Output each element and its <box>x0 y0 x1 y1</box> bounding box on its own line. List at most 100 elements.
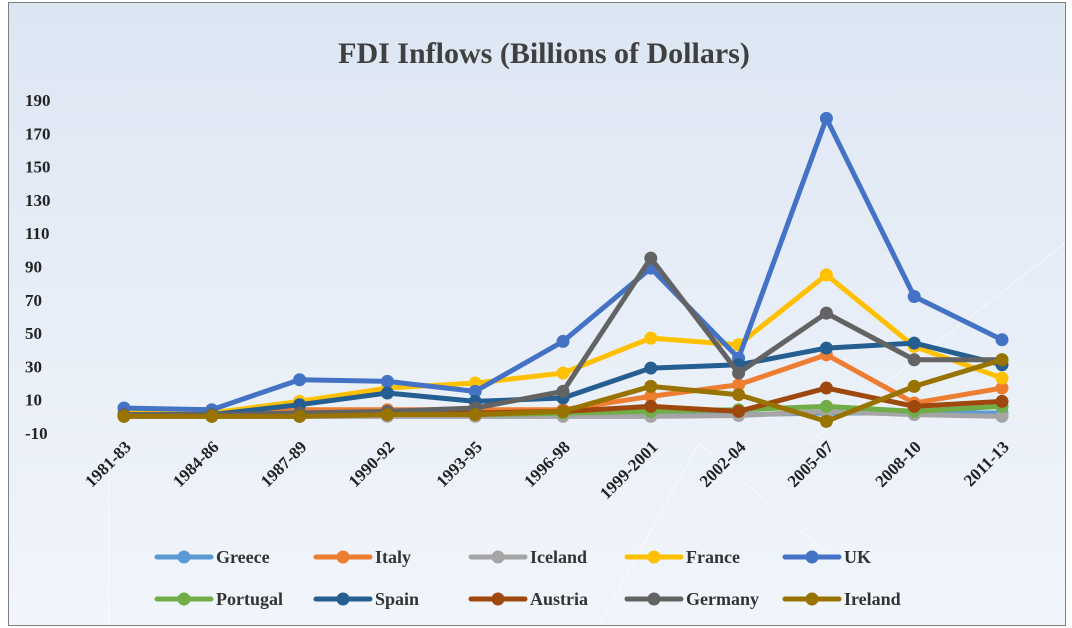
y-tick-label: 90 <box>25 258 42 277</box>
legend-swatch-marker <box>491 592 505 606</box>
y-tick-label: 30 <box>25 357 42 376</box>
y-tick-label: 130 <box>25 191 51 210</box>
data-point <box>732 404 746 418</box>
x-tick-label: 1984-86 <box>169 437 223 491</box>
data-point <box>907 399 921 413</box>
legend-item-austria: Austria <box>468 589 588 609</box>
x-tick-label: 1987-89 <box>257 437 311 491</box>
legend-label: Ireland <box>844 589 901 609</box>
data-point <box>995 381 1009 395</box>
legend-item-portugal: Portugal <box>154 589 283 609</box>
data-point <box>995 353 1009 367</box>
data-point <box>907 289 921 303</box>
data-point <box>732 388 746 402</box>
data-point <box>732 366 746 380</box>
data-point <box>732 378 746 392</box>
y-tick-label: 50 <box>25 324 42 343</box>
data-point <box>380 386 394 400</box>
legend-label: Austria <box>530 589 588 609</box>
legend-item-spain: Spain <box>313 589 419 609</box>
decor-line-0 <box>598 442 700 625</box>
x-tick-label: 2008-10 <box>872 437 926 491</box>
data-point <box>644 361 658 375</box>
legend-swatch-marker <box>647 592 661 606</box>
data-point <box>117 409 131 423</box>
legend-label: France <box>686 547 740 567</box>
data-point <box>819 414 833 428</box>
data-point <box>644 251 658 265</box>
y-tick-label: 170 <box>25 124 51 143</box>
legend-swatch-marker <box>177 592 191 606</box>
legend-item-france: France <box>624 547 740 567</box>
legend-item-italy: Italy <box>313 547 411 567</box>
data-point <box>644 399 658 413</box>
data-point <box>819 399 833 413</box>
legend-swatch-marker <box>805 592 819 606</box>
legend-swatch-marker <box>336 550 350 564</box>
series-uk <box>117 111 1009 417</box>
y-tick-label: -10 <box>25 424 48 443</box>
x-tick-label: 2002-04 <box>696 437 750 491</box>
data-point <box>995 333 1009 347</box>
legend-item-uk: UK <box>782 547 871 567</box>
legend-swatch-marker <box>177 550 191 564</box>
data-point <box>907 336 921 350</box>
legend-swatch-marker <box>805 550 819 564</box>
legend-item-iceland: Iceland <box>468 547 587 567</box>
x-tick-label: 1996-98 <box>520 437 574 491</box>
data-point <box>556 334 570 348</box>
data-point <box>293 409 307 423</box>
legend-item-germany: Germany <box>624 589 759 609</box>
legend-label: UK <box>844 547 871 567</box>
chart-svg: FDI Inflows (Billions of Dollars) -10 10 3… <box>25 37 1065 625</box>
data-point <box>995 409 1009 423</box>
legend-swatch-marker <box>336 592 350 606</box>
data-point <box>907 379 921 393</box>
decor-line-1 <box>698 442 910 625</box>
x-tick-label: 2011-13 <box>960 437 1013 490</box>
data-point <box>819 306 833 320</box>
legend-label: Germany <box>686 589 759 609</box>
x-tick-label: 1999-2001 <box>596 437 662 503</box>
legend-label: Greece <box>216 547 270 567</box>
y-tick-label: 150 <box>25 158 51 177</box>
x-tick-label: 1981-83 <box>81 437 135 491</box>
data-point <box>380 408 394 422</box>
legend-label: Spain <box>375 589 419 609</box>
data-point <box>819 268 833 282</box>
data-point <box>995 371 1009 385</box>
data-point <box>380 374 394 388</box>
series-lines <box>117 111 1009 428</box>
y-tick-label: 70 <box>25 291 42 310</box>
data-point <box>819 341 833 355</box>
legend-label: Portugal <box>216 589 283 609</box>
chart-frame: FDI Inflows (Billions of Dollars) -10 10 3… <box>8 2 1066 626</box>
y-axis-ticks: -10 10 30 50 70 90 110 130 150 170 190 <box>25 91 51 443</box>
data-point <box>819 381 833 395</box>
legend-item-ireland: Ireland <box>782 589 901 609</box>
y-tick-label: 190 <box>25 91 51 110</box>
x-tick-label: 2005-07 <box>784 437 838 491</box>
data-point <box>556 404 570 418</box>
x-axis-ticks: 1981-83 1984-86 1987-89 1990-92 1993-95 1996-… <box>81 437 1013 503</box>
data-point <box>644 331 658 345</box>
data-point <box>205 409 219 423</box>
chart-title: FDI Inflows (Billions of Dollars) <box>338 37 750 70</box>
data-point <box>556 384 570 398</box>
data-point <box>468 384 482 398</box>
legend-item-greece: Greece <box>154 547 270 567</box>
series-line <box>121 115 1005 413</box>
data-point <box>293 373 307 387</box>
data-point <box>819 111 833 125</box>
legend-swatch-marker <box>647 550 661 564</box>
y-tick-label: 110 <box>25 224 50 243</box>
y-tick-label: 10 <box>25 391 42 410</box>
data-point <box>556 366 570 380</box>
legend-label: Iceland <box>530 547 587 567</box>
legend-label: Italy <box>375 547 411 567</box>
legend-swatch-marker <box>491 550 505 564</box>
x-tick-label: 1990-92 <box>345 437 399 491</box>
series-ireland <box>117 353 1009 428</box>
x-tick-label: 1993-95 <box>433 437 487 491</box>
data-point <box>644 379 658 393</box>
